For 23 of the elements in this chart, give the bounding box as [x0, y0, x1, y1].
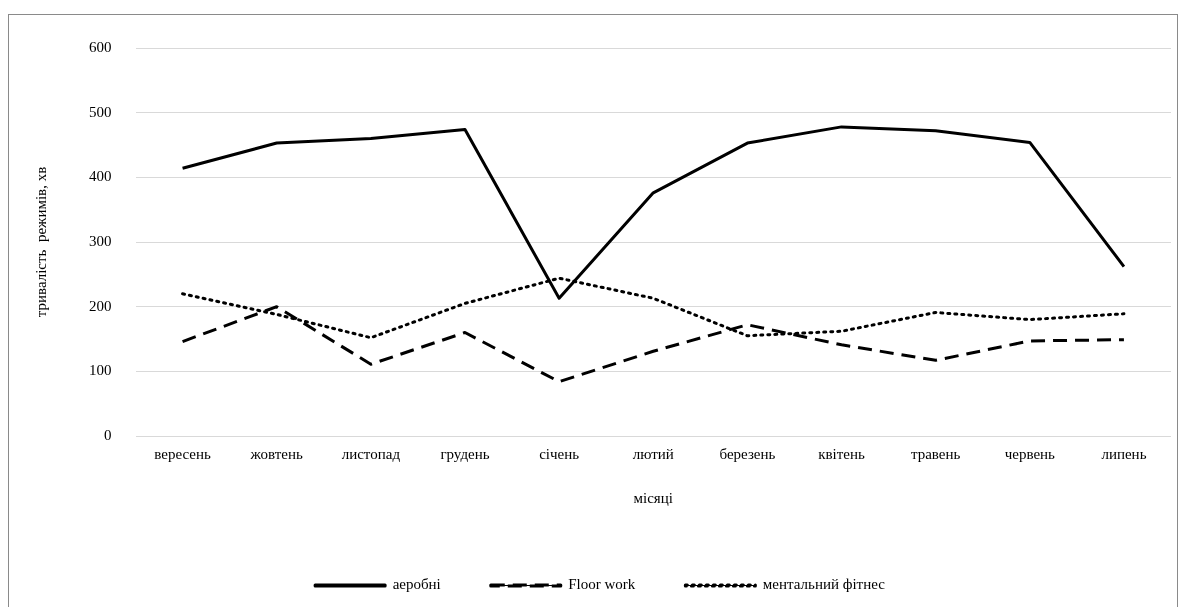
x-tick-label: липень	[1101, 445, 1147, 462]
y-tick-label: 0	[104, 426, 112, 443]
x-tick-label: лютий	[632, 445, 674, 462]
x-tick-label: вересень	[154, 445, 211, 462]
x-tick-label: січень	[539, 445, 580, 462]
x-tick-label: квітень	[818, 445, 865, 462]
x-tick-label: червень	[1004, 445, 1056, 462]
x-tick-label: листопад	[341, 445, 401, 462]
y-tick-label: 600	[89, 38, 112, 55]
x-tick-label: травень	[910, 445, 961, 462]
legend-label: аеробні	[392, 576, 441, 593]
x-tick-label: грудень	[440, 445, 490, 462]
y-tick-label: 100	[89, 362, 112, 379]
x-tick-label: березень	[719, 445, 776, 462]
y-tick-label: 500	[89, 103, 112, 120]
x-tick-label: жовтень	[249, 445, 303, 462]
y-tick-label: 400	[89, 168, 112, 185]
y-axis-title: триваліcть режимів, хв	[32, 166, 49, 318]
x-axis-title: місяці	[633, 489, 673, 506]
y-tick-label: 200	[89, 297, 112, 314]
y-tick-label: 300	[89, 232, 112, 249]
legend-label: ментальний фітнес	[762, 576, 886, 593]
legend-label: Floor work	[568, 576, 636, 593]
